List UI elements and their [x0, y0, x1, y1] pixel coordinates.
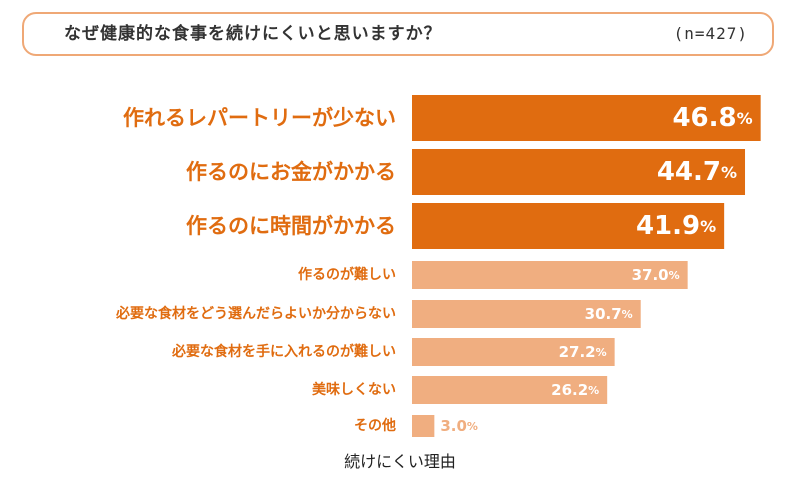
bar-6	[412, 338, 615, 366]
bar-1	[412, 95, 761, 141]
bar-7	[412, 376, 608, 404]
value-label-8: 3.0%	[440, 417, 478, 435]
value-label-1: 46.8%	[672, 103, 752, 133]
value-label-6: 27.2%	[559, 343, 607, 361]
category-label-3: 作るのに時間がかかる	[186, 214, 396, 238]
category-label-1: 作れるレパートリーが少ない	[123, 106, 396, 130]
value-label-7: 26.2%	[551, 381, 599, 399]
category-label-4: 作るのが難しい	[298, 266, 396, 283]
category-label-6: 必要な食材を手に入れるのが難しい	[171, 343, 396, 360]
category-label-7: 美味しくない	[312, 381, 396, 398]
sample-size: (n=427)	[673, 24, 748, 43]
category-label-5: 必要な食材をどう選んだらよいか分からない	[115, 305, 396, 322]
value-label-5: 30.7%	[585, 305, 633, 323]
value-label-3: 41.9%	[636, 211, 716, 241]
category-label-8: その他	[354, 417, 396, 434]
bar-chart: 作れるレパートリーが少ない 46.8% 作るのにお金がかかる 44.7% 作るのに時間が…	[115, 95, 761, 437]
value-label-2: 44.7%	[657, 157, 737, 187]
category-label-2: 作るのにお金がかかる	[186, 160, 396, 184]
value-label-4: 37.0%	[632, 266, 680, 284]
bar-3	[412, 203, 725, 249]
chart-caption: 続けにくい理由	[344, 452, 456, 471]
bar-8	[412, 415, 435, 437]
bar-2	[412, 149, 746, 195]
bar-4	[412, 261, 688, 289]
question-text: なぜ健康的な食事を続けにくいと思いますか？	[64, 24, 442, 44]
bar-5	[412, 300, 641, 328]
question-box: なぜ健康的な食事を続けにくいと思いますか？ (n=427)	[22, 12, 774, 56]
